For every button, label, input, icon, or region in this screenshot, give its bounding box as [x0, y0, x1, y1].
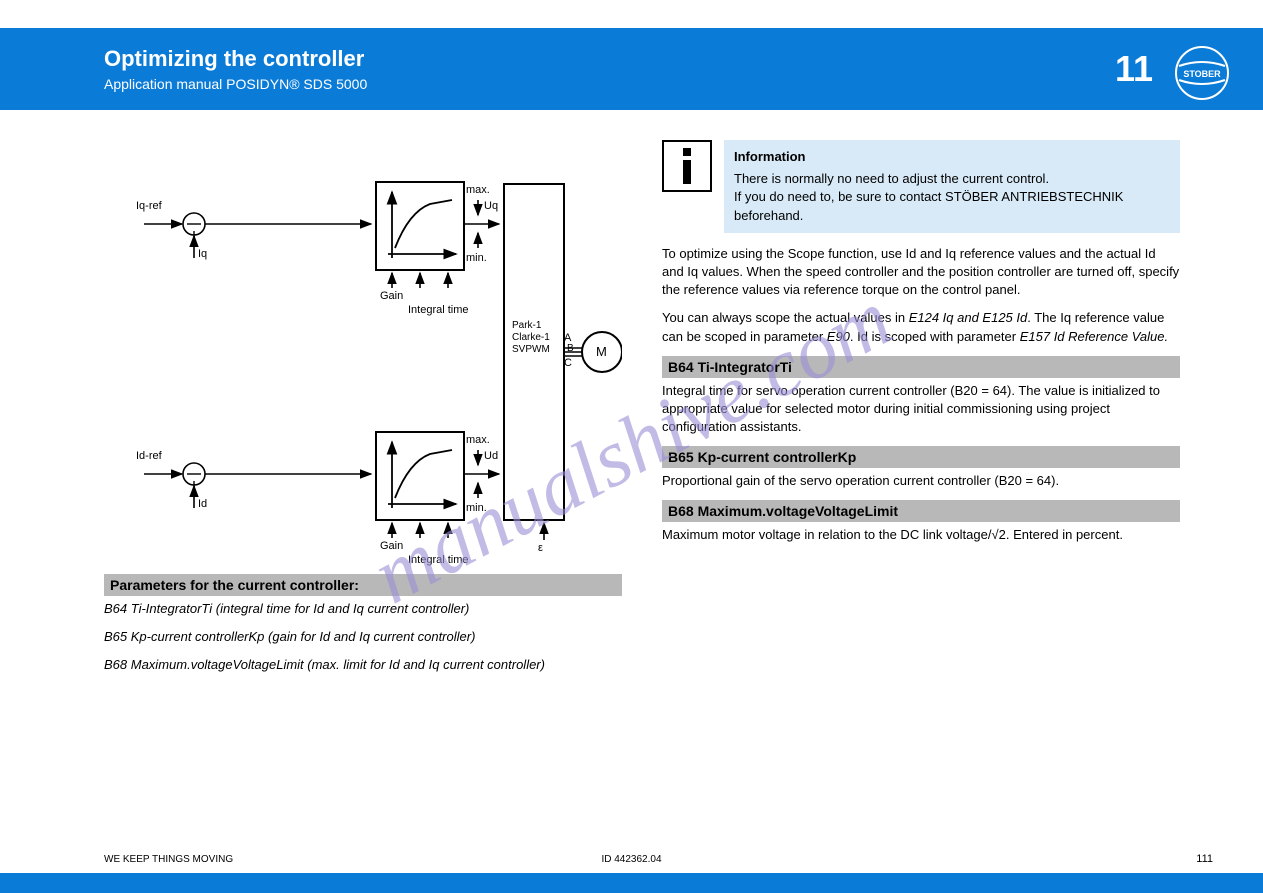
header-subtitle: Application manual POSIDYN® SDS 5000	[104, 76, 367, 92]
left-column: Iq-ref Iq Id-ref Id Gain Integral time G…	[104, 140, 622, 685]
header-bar: Optimizing the controller Application ma…	[0, 28, 1263, 110]
label-integral-time-d: Integral time	[408, 304, 469, 316]
param-b65-text: B65 Kp-current controllerKp (gain for Id…	[104, 629, 475, 644]
label-min-d: min.	[466, 502, 487, 514]
footer-bar	[0, 873, 1263, 893]
info-title: Information	[734, 148, 1170, 166]
header-title: Optimizing the controller	[104, 46, 364, 72]
label-max-q: max.	[466, 184, 490, 196]
p2b: E124 Iq and E125 Id	[909, 310, 1028, 325]
info-body2: If you do need to, be sure to contact ST…	[734, 188, 1170, 224]
label-motor: M	[596, 344, 607, 359]
right-heading-b65: B65 Kp-current controllerKp	[662, 446, 1180, 468]
label-id-ref: Id-ref	[136, 450, 162, 462]
t3a: Maximum motor voltage in relation to the…	[662, 527, 991, 542]
info-body1: There is normally no need to adjust the …	[734, 170, 1170, 188]
right-heading-b68: B68 Maximum.voltageVoltageLimit	[662, 500, 1180, 522]
label-ud: Ud	[484, 450, 498, 462]
left-param-b64: B64 Ti-IntegratorTi (integral time for I…	[104, 600, 622, 618]
right-text-b65: Proportional gain of the servo operation…	[662, 472, 1180, 490]
t3sqrt: √2.	[991, 527, 1013, 542]
label-phase-c: C	[564, 357, 572, 369]
p2e: . Id is scoped with parameter	[850, 329, 1020, 344]
info-content: Information There is normally no need to…	[724, 140, 1180, 233]
stober-logo: STOBER	[1175, 46, 1229, 100]
right-heading-b64: B64 Ti-IntegratorTi	[662, 356, 1180, 378]
right-para-2: You can always scope the actual values i…	[662, 309, 1180, 345]
t3b: Entered in percent.	[1013, 527, 1123, 542]
footer-center: ID 442362.04	[601, 854, 661, 865]
label-min-q: min.	[466, 252, 487, 264]
info-box: Information There is normally no need to…	[662, 140, 1180, 233]
right-text-b64: Integral time for servo operation curren…	[662, 382, 1180, 437]
right-column: Information There is normally no need to…	[662, 140, 1180, 555]
right-para-1: To optimize using the Scope function, us…	[662, 245, 1180, 300]
header-chapter-number: 11	[1115, 48, 1153, 90]
left-param-b65: B65 Kp-current controllerKp (gain for Id…	[104, 628, 622, 646]
left-param-b68: B68 Maximum.voltageVoltageLimit (max. li…	[104, 656, 622, 674]
label-integral-time-q: Integral time	[408, 554, 469, 566]
right-text-b68: Maximum motor voltage in relation to the…	[662, 526, 1180, 544]
left-section-heading: Parameters for the current controller:	[104, 574, 622, 596]
footer-right: 111	[1196, 853, 1213, 865]
p2f: E157 Id Reference Value.	[1020, 329, 1168, 344]
label-max-d: max.	[466, 434, 490, 446]
info-icon	[662, 140, 712, 192]
label-iq-ref: Iq-ref	[136, 200, 162, 212]
label-epsilon: ε	[538, 542, 543, 554]
label-id: Id	[198, 498, 207, 510]
control-diagram: Iq-ref Iq Id-ref Id Gain Integral time G…	[104, 140, 622, 570]
param-b64-text: B64 Ti-IntegratorTi (integral time for I…	[104, 601, 469, 616]
label-uq: Uq	[484, 200, 498, 212]
label-iq: Iq	[198, 248, 207, 260]
p2d: E90	[823, 329, 850, 344]
label-gain-d: Gain	[380, 540, 403, 552]
label-park-inv: Park-1 Clarke-1 SVPWM	[512, 320, 550, 356]
label-phase-b: B	[567, 343, 574, 354]
footer-left: WE KEEP THINGS MOVING	[104, 854, 233, 865]
param-b68-text: B68 Maximum.voltageVoltageLimit (max. li…	[104, 657, 545, 672]
p2a: You can always scope the actual values i…	[662, 310, 909, 325]
svg-text:STOBER: STOBER	[1183, 69, 1221, 79]
label-gain-q: Gain	[380, 290, 403, 302]
